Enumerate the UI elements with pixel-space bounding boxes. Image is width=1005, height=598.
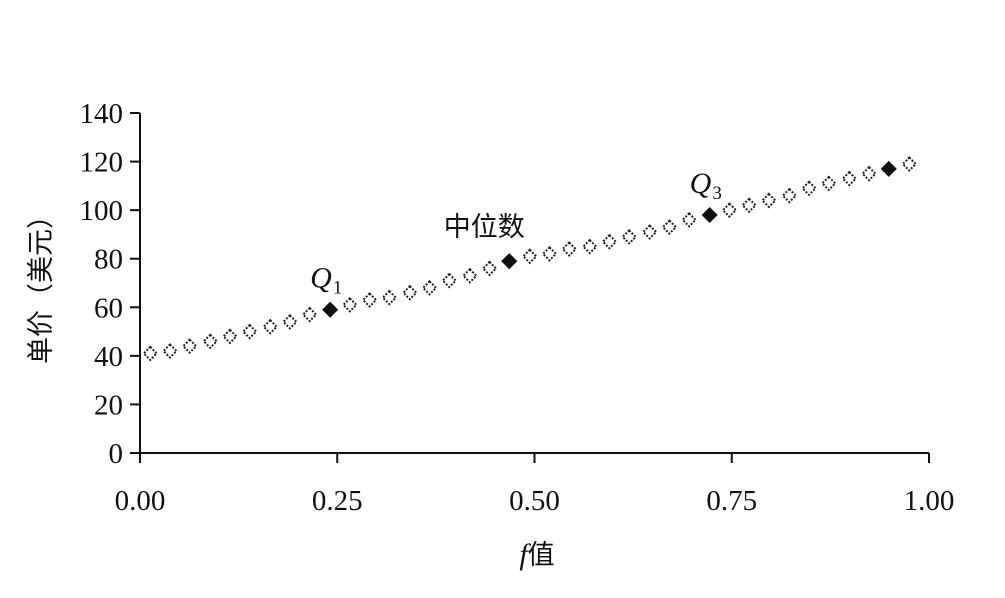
x-axis-title-suffix: 值 [528,540,555,571]
quartile-letter: Q [310,262,332,295]
quartile-subscript: 3 [712,183,722,204]
y-tick-label: 60 [94,292,123,324]
y-tick-label: 120 [80,147,124,179]
y-tick-label: 80 [94,244,123,276]
open-diamond-point [281,313,298,330]
open-diamond-point [461,267,478,284]
filled-diamond-point [701,206,718,224]
filled-diamond-point [322,301,339,318]
open-diamond-point [841,170,858,187]
open-diamond-point [262,318,279,335]
open-diamond-point [661,219,678,236]
open-diamond-point [601,233,618,250]
open-diamond-point [521,248,538,265]
open-diamond-point [361,292,378,308]
open-diamond-point [781,187,798,204]
x-tick-label: 0.75 [706,485,757,517]
open-diamond-point [801,180,817,197]
open-diamond-point [901,156,918,172]
y-tick-label: 140 [80,98,124,130]
x-axis-title: f值 [519,538,554,571]
y-axis-title: 单价（美元） [26,202,57,364]
x-tick-label: 0.50 [509,485,560,517]
filled-diamond-point [501,253,518,270]
data-points [142,156,918,362]
quartile-label: Q1 [310,262,342,299]
median-label: 中位数 [444,212,525,243]
open-diamond-point [162,343,178,359]
open-diamond-point [861,165,877,182]
open-diamond-point [820,175,837,192]
quartile-subscript: 1 [333,278,343,299]
open-diamond-point [681,211,698,228]
open-diamond-point [222,328,238,345]
y-tick-label: 20 [94,389,123,421]
open-diamond-point [721,202,738,219]
open-diamond-point [241,323,258,340]
y-tick-label: 100 [80,195,124,227]
axes: 0 20 40 60 80 100 120 140 0.00 0.25 0.50 0.75 1.00 [80,98,955,517]
open-diamond-point [301,306,318,323]
x-tick-label: 0.25 [312,485,363,517]
open-diamond-point [421,279,438,296]
x-tick-label: 1.00 [904,485,955,517]
open-diamond-point [381,289,398,306]
x-tick-label: 0.00 [115,485,166,517]
y-tick-label: 40 [94,341,123,373]
open-diamond-point [181,338,198,355]
y-tick-label: 0 [109,438,124,470]
quartile-label: Q3 [690,167,722,204]
open-diamond-point [760,192,777,209]
open-diamond-point [142,345,159,362]
open-diamond-point [441,272,458,289]
open-diamond-point [481,260,498,277]
open-diamond-point [741,197,758,214]
open-diamond-point [641,224,658,240]
open-diamond-point [401,284,418,301]
quartile-letter: Q [690,167,712,200]
open-diamond-point [541,245,558,262]
open-diamond-point [621,228,638,245]
filled-diamond-point [880,160,897,177]
open-diamond-point [202,333,219,350]
open-diamond-point [581,238,598,255]
open-diamond-point [341,296,358,313]
open-diamond-point [561,241,578,257]
